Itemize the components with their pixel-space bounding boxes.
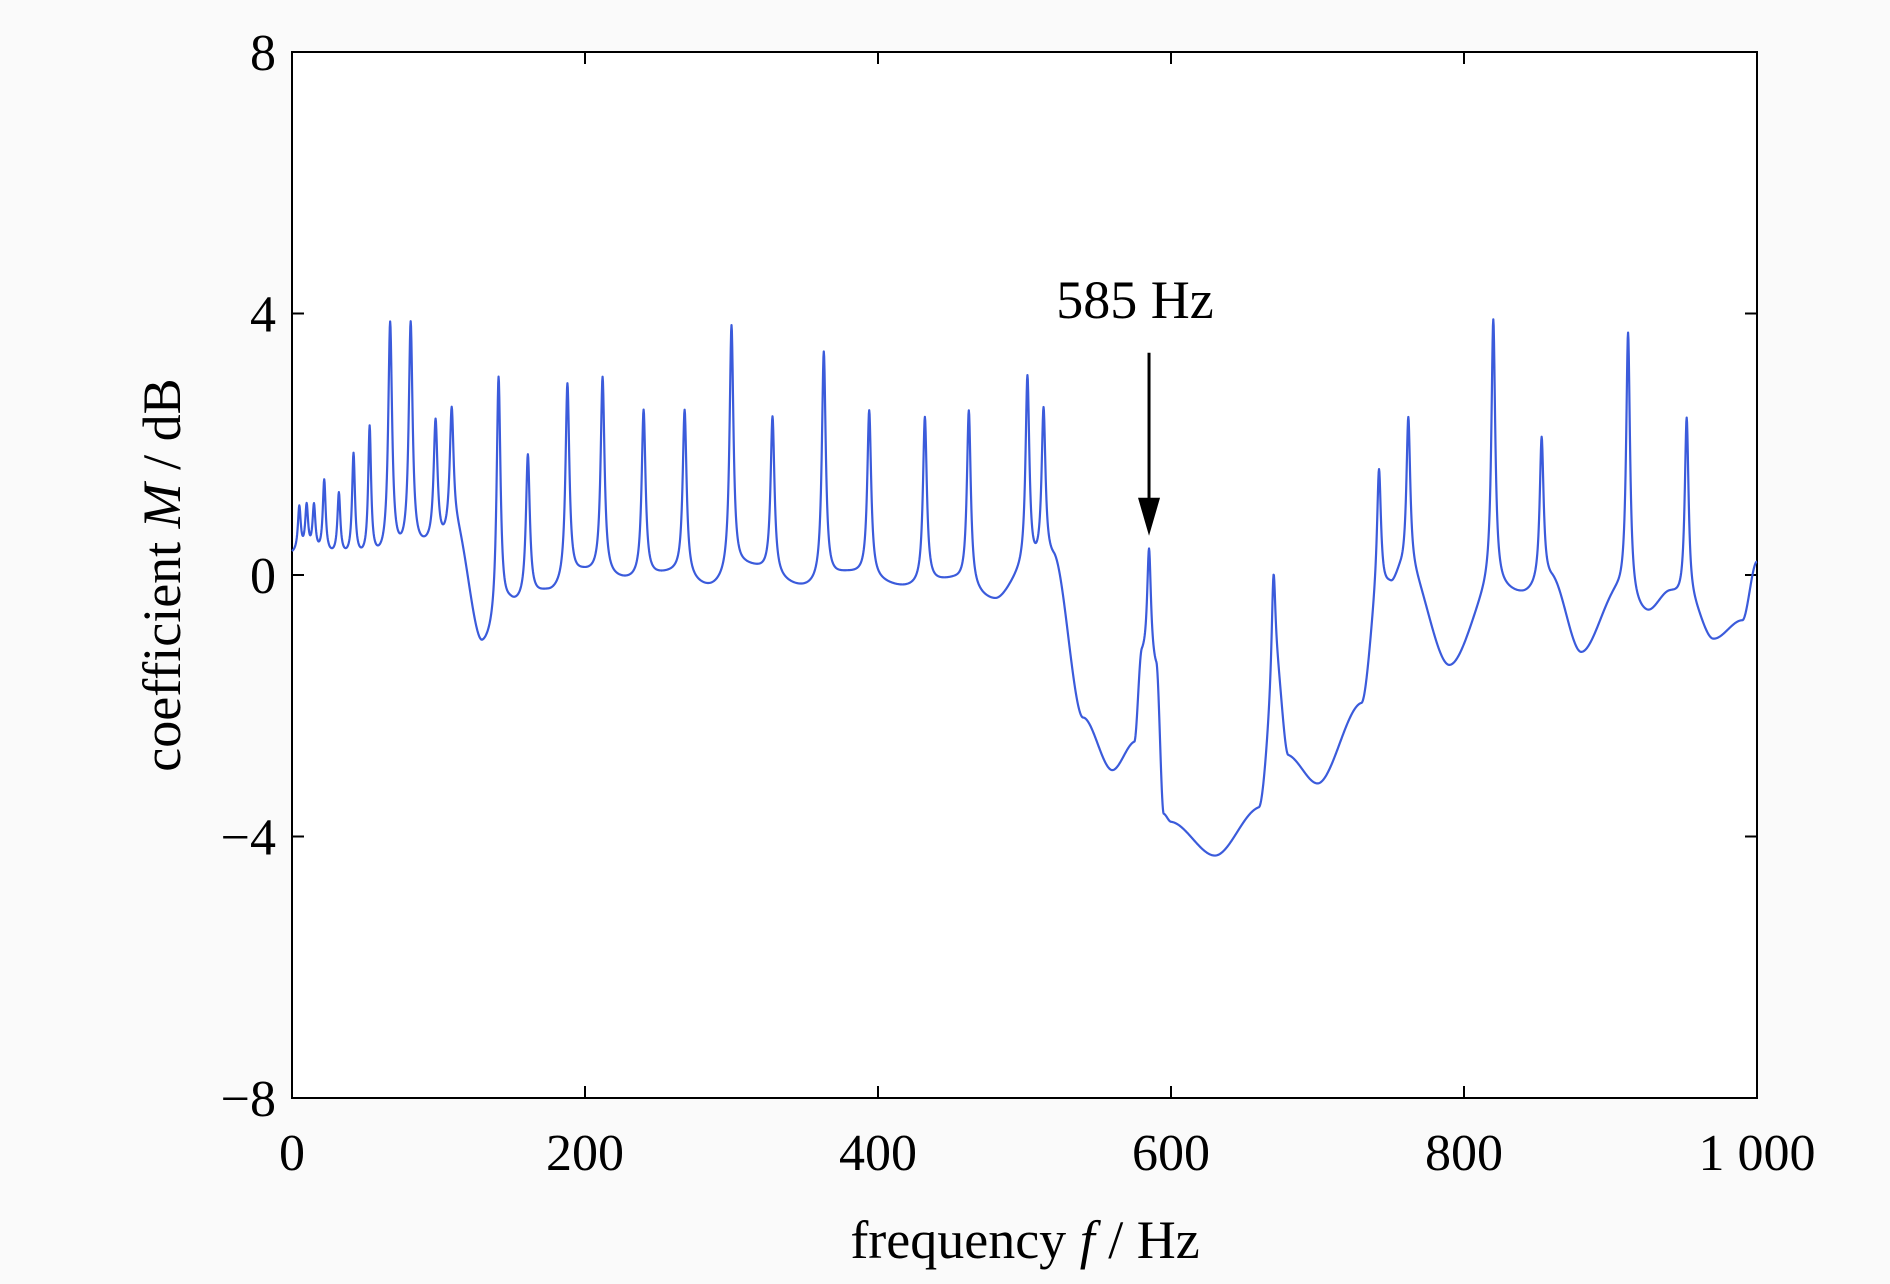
x-tick-label: 400 [839,1125,917,1182]
y-tick-label: 0 [250,548,276,605]
x-tick-labels: 0 200 400 600 800 1 000 [279,1125,1816,1182]
y-tick-label: 4 [250,287,276,344]
axis-ticks [291,51,1758,1099]
annotation: 585 Hz [1056,270,1214,536]
series-line [291,318,1758,857]
plot-area [291,51,1758,1099]
x-tick-label: 600 [1132,1125,1210,1182]
y-tick-label: 8 [250,25,276,82]
x-tick-label: 800 [1425,1125,1503,1182]
x-tick-label: 0 [279,1125,305,1182]
x-tick-label: 200 [546,1125,624,1182]
x-axis-label: frequency f / Hz [850,1210,1199,1270]
annotation-arrow-head [1138,497,1161,536]
y-tick-label: −4 [221,810,276,867]
x-tick-label: 1 000 [1699,1125,1816,1182]
y-tick-label: −8 [221,1071,276,1128]
y-axis-label: coefficient M / dB [132,378,192,771]
y-tick-labels: −8 −4 0 4 8 [221,25,276,1128]
annotation-label: 585 Hz [1056,270,1213,330]
